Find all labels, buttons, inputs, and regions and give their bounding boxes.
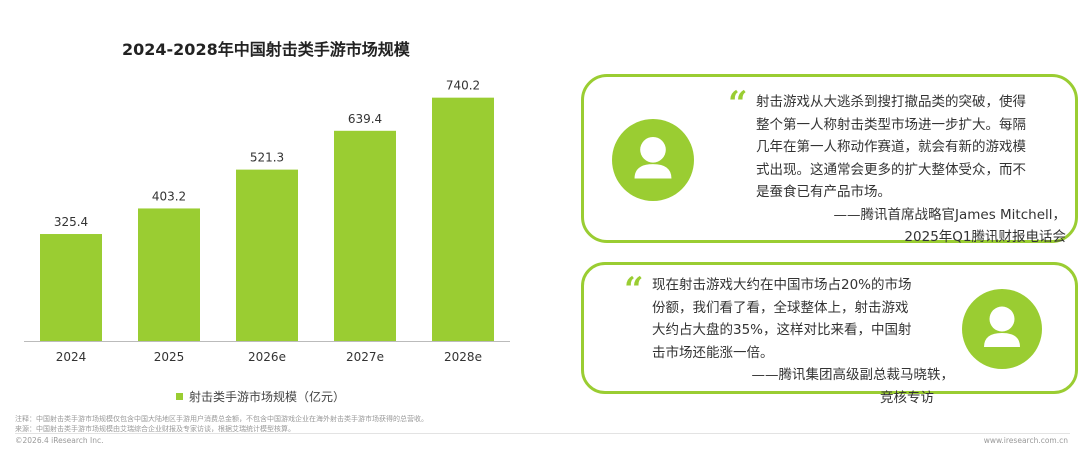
- quote-mark-icon: “: [624, 270, 644, 310]
- source-note: 来源：中国射击类手游市场规模由艾瑞综合企业财报及专家访谈，根据艾瑞统计模型核算。: [15, 425, 295, 433]
- quote-line: 整个第一人称射击类型市场进一步扩大。每隔: [756, 116, 1026, 133]
- x-tick-label-2025: 2025: [154, 350, 185, 364]
- data-label-2026e: 521.3: [250, 151, 284, 165]
- bar-2028e: [432, 97, 494, 342]
- x-tick-label-2024: 2024: [56, 350, 87, 364]
- quote-attribution: 2025年Q1腾讯财报电话会: [904, 229, 1066, 245]
- data-label-2025: 403.2: [152, 189, 186, 203]
- copyright: ©2026.4 iResearch Inc.: [15, 436, 104, 445]
- legend-swatch: [176, 393, 183, 400]
- quote-line: 是蚕食已有产品市场。: [756, 184, 891, 200]
- bar-2027e: [334, 130, 396, 341]
- quote-line: 大约占大盘的35%，这样对比来看，中国射: [652, 322, 912, 338]
- bar-2026e: [236, 169, 298, 341]
- x-tick-label-2028e: 2028e: [444, 350, 482, 364]
- quote-mark-icon: “: [728, 84, 748, 124]
- quote-attribution: ——腾讯首席战略官James Mitchell，: [833, 206, 1066, 223]
- bar-2025: [138, 208, 200, 341]
- quote-text: 现在射击游戏大约在中国市场占20%的市场 份额，我们看了看，全球整体上，射击游戏…: [624, 274, 954, 409]
- quote-text: 射击游戏从大逃杀到搜打撤品类的突破，使得 整个第一人称射击类型市场进一步扩大。每…: [756, 91, 1066, 249]
- website-link[interactable]: www.iresearch.com.cn: [983, 436, 1068, 445]
- footnote: 注释：中国射击类手游市场规模仅包含中国大陆地区手游用户消费总金额，不包含中国游戏…: [15, 415, 428, 423]
- quote-line: 击市场还能涨一倍。: [652, 344, 774, 361]
- user-avatar-icon: [962, 289, 1042, 369]
- chart-title: 2024-2028年中国射击类手游市场规模: [122, 40, 410, 59]
- quote-line: 份额，我们看了看，全球整体上，射击游戏: [652, 299, 909, 316]
- bar-chart: 325.4 2024 403.2 2025 521.3 2026e 639.4 2027e 74…: [24, 79, 510, 364]
- x-tick-label-2026e: 2026e: [248, 350, 286, 364]
- quote-attribution: ——腾讯集团高级副总裁马晓轶，: [751, 367, 955, 383]
- x-tick-label-2027e: 2027e: [346, 350, 384, 364]
- quote-line: 式出现。这通常会更多的扩大整体受众，而不: [756, 161, 1026, 178]
- chart-legend: 射击类手游市场规模（亿元）: [176, 388, 345, 405]
- quote-card-ma-xiaoyi: “ 现在射击游戏大约在中国市场占20%的市场 份额，我们看了看，全球整体上，射击…: [581, 262, 1078, 406]
- legend-label: 射击类手游市场规模（亿元）: [189, 390, 346, 404]
- data-label-2028e: 740.2: [446, 79, 480, 93]
- footer-divider: [15, 433, 1070, 434]
- quote-attribution: 竞核专访: [880, 389, 934, 406]
- quote-line: 几年在第一人称动作赛道，就会有新的游戏模: [756, 139, 1026, 155]
- data-label-2027e: 639.4: [348, 112, 382, 126]
- bar-2024: [40, 234, 102, 341]
- data-label-2024: 325.4: [54, 215, 88, 229]
- quote-line: 现在射击游戏大约在中国市场占20%的市场: [652, 277, 912, 293]
- quote-card-james-mitchell: “ 射击游戏从大逃杀到搜打撤品类的突破，使得 整个第一人称射击类型市场进一步扩大…: [581, 74, 1078, 245]
- user-avatar-icon: [612, 119, 694, 201]
- quote-line: 射击游戏从大逃杀到搜打撤品类的突破，使得: [756, 94, 1026, 110]
